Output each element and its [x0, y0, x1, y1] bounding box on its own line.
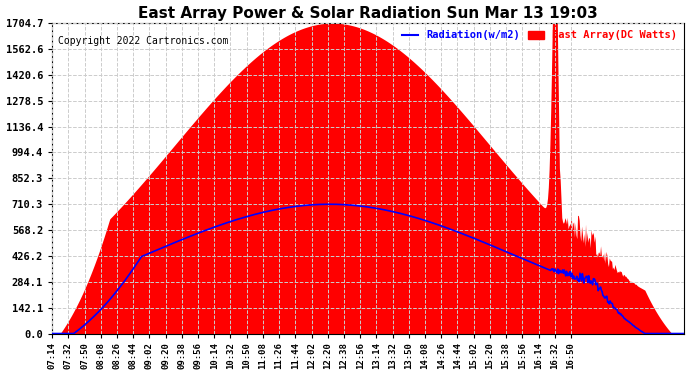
Title: East Array Power & Solar Radiation Sun Mar 13 19:03: East Array Power & Solar Radiation Sun M…	[139, 6, 598, 21]
Text: Copyright 2022 Cartronics.com: Copyright 2022 Cartronics.com	[59, 36, 229, 45]
Legend: Radiation(w/m2), East Array(DC Watts): Radiation(w/m2), East Array(DC Watts)	[400, 28, 679, 42]
